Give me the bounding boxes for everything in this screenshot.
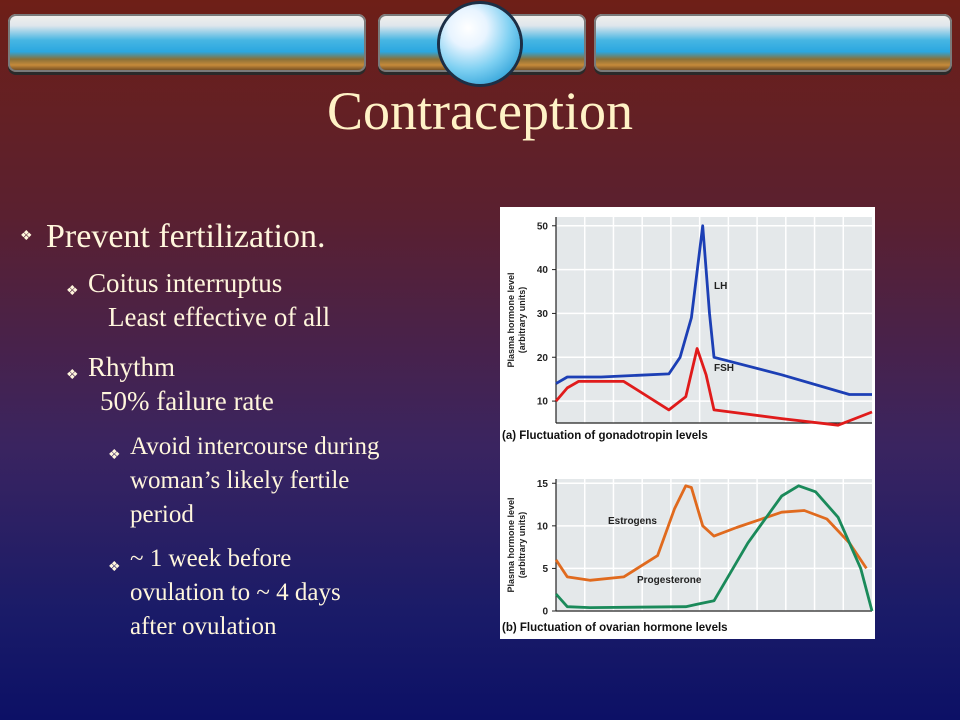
- diamond-bullet-icon: ❖: [108, 560, 121, 575]
- y-tick-label: 5: [542, 564, 548, 575]
- y-tick-label: 15: [537, 479, 549, 490]
- series-label-estrogens: Estrogens: [608, 516, 657, 527]
- series-line-progesterone: [554, 484, 874, 612]
- bullet-prevent-fertilization: ❖ Prevent fertilization.: [20, 218, 326, 255]
- series-line-lh: [555, 224, 872, 396]
- rhythm-label: Rhythm: [88, 352, 176, 382]
- hormone-figure: 10 20 30 40 50 Plasma hormone level(arbitrary…: [500, 207, 875, 639]
- rhythm-note: 50% failure rate: [100, 386, 274, 416]
- y-tick-label: 40: [537, 265, 549, 276]
- y-tick-label: 10: [537, 521, 549, 532]
- slide-title: Contraception: [327, 81, 633, 141]
- series-label-progesterone: Progesterone: [637, 575, 702, 586]
- plot-area: [556, 217, 872, 423]
- plot-area: [556, 479, 872, 611]
- y-tick-label: 30: [537, 309, 549, 320]
- bullet-list: ❖ Prevent fertilization. ❖ Coitus interr…: [20, 218, 480, 644]
- bullet-rhythm: ❖ Rhythm 50% failure rate: [20, 350, 480, 418]
- coitus-label: Coitus interruptus: [88, 268, 283, 298]
- y-tick-label: 10: [537, 397, 549, 408]
- y-tick-label: 20: [537, 353, 549, 364]
- series-line-fsh: [554, 347, 873, 427]
- y-axis-label: Plasma hormone level(arbitrary units): [506, 497, 527, 592]
- bullet-ovulation-window: ❖ ~ 1 week before ovulation to ~ 4 days …: [108, 545, 341, 640]
- bullet-avoid-intercourse: ❖ Avoid intercourse during woman’s likel…: [108, 433, 380, 528]
- diamond-bullet-icon: ❖: [20, 229, 33, 244]
- y-axis-label: Plasma hormone level(arbitrary units): [506, 272, 527, 367]
- series-label-lh: LH: [714, 281, 727, 292]
- bullet-coitus-interruptus: ❖ Coitus interruptus Least effective of …: [20, 266, 480, 334]
- y-tick-label: 50: [537, 221, 549, 232]
- diamond-bullet-icon: ❖: [108, 448, 121, 463]
- diamond-bullet-icon: ❖: [66, 284, 79, 299]
- chart-caption: (b) Fluctuation of ovarian hormone level…: [502, 622, 728, 634]
- diamond-bullet-icon: ❖: [66, 368, 79, 383]
- series-label-fsh: FSH: [714, 363, 734, 374]
- series-line-estrogens: [554, 484, 868, 582]
- header-banner-left: [8, 14, 366, 72]
- chart-caption: (a) Fluctuation of gonadotropin levels: [502, 430, 708, 442]
- coitus-note: Least effective of all: [108, 302, 331, 332]
- header-banner-right: [594, 14, 952, 72]
- y-tick-label: 0: [542, 607, 548, 618]
- globe-icon: [440, 4, 520, 84]
